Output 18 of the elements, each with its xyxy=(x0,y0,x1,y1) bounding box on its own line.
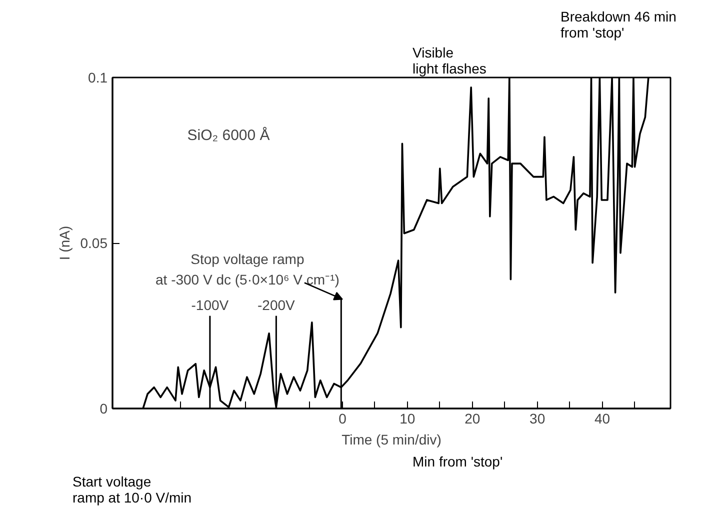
text: Visible light flashes xyxy=(412,44,486,76)
text: Breakdown 46 min from 'stop' xyxy=(560,8,676,40)
ref-line-label: -200V xyxy=(258,296,296,313)
annotation: Stop voltage ramp at -300 V dc (5·0×10⁶ V cm⁻¹) xyxy=(156,250,340,288)
y-tick-label: 0 xyxy=(100,400,108,416)
text: Start voltage ramp at 10·0 V/min xyxy=(72,474,192,506)
x-tick-label: 0 xyxy=(338,410,347,426)
y-tick-label: 0.05 xyxy=(80,235,108,251)
y-axis-title: I (nA) xyxy=(56,226,72,260)
x-tick-label: 10 xyxy=(400,410,416,426)
text: Min from 'stop' xyxy=(412,454,503,470)
x-tick-label: 30 xyxy=(530,410,546,426)
y-tick-label: 0.1 xyxy=(88,70,108,86)
annotation: SiO₂ 6000 Å xyxy=(187,126,270,144)
x-tick-label: 40 xyxy=(594,410,610,426)
ref-line-label: -100V xyxy=(191,296,230,313)
x-axis-title: Time (5 min/div) xyxy=(342,432,442,448)
x-tick-label: 20 xyxy=(464,410,480,426)
